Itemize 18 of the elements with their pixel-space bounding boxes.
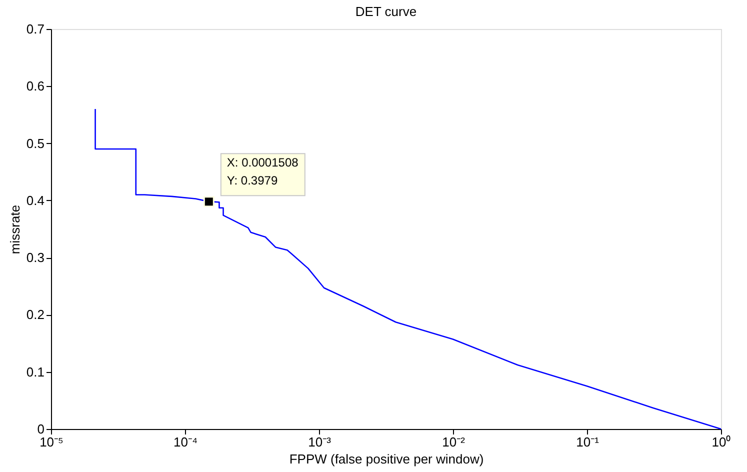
y-tick-label: 0.2 [26, 307, 44, 322]
y-tick-label: 0.5 [26, 136, 44, 151]
y-tick-label: 0.4 [26, 192, 44, 208]
x-tick-label: 10⁰ [712, 434, 732, 450]
x-tick-label: 10⁻² [442, 434, 466, 450]
x-tick-label: 10⁻¹ [576, 434, 600, 450]
x-tick-label: 10⁻⁵ [40, 434, 64, 450]
x-axis-title: FPPW (false positive per window) [289, 452, 484, 466]
y-tick-label: 0 [37, 422, 44, 436]
y-tick-label: 0.1 [26, 364, 44, 380]
chart-title: DET curve [355, 4, 417, 19]
y-axis-title: missrate [7, 204, 22, 254]
x-tick-label: 10⁻⁴ [173, 434, 198, 450]
x-tick-label: 10⁻³ [308, 434, 332, 450]
annotation: X: 0.0001508 Y: 0.3979 [226, 156, 299, 188]
y-tick-label: 0.6 [26, 78, 44, 94]
y-tick-label: 0.7 [26, 22, 44, 36]
y-tick-label: 0.3 [26, 250, 44, 266]
